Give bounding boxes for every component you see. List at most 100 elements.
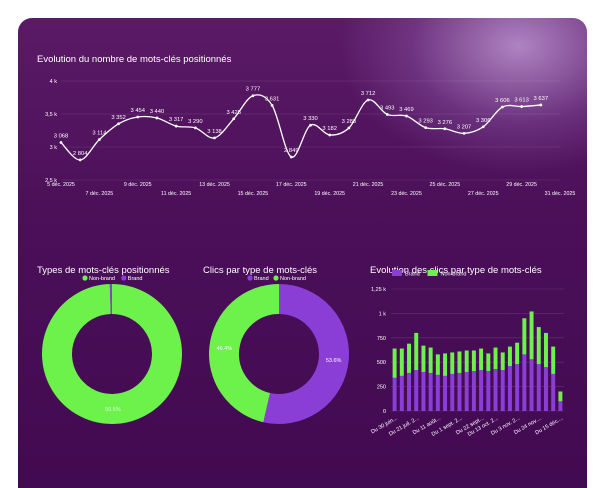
line-data-label: 3 290: [188, 119, 203, 125]
bar-non-brand: [472, 350, 476, 370]
bar-non-brand: [551, 347, 555, 374]
line-point: [347, 127, 350, 130]
line-x-tick: 23 déc. 2025: [391, 191, 422, 197]
bar-brand: [400, 376, 404, 411]
legend-label: Brand: [128, 276, 143, 282]
line-point: [98, 138, 101, 141]
line-data-label: 3 276: [438, 120, 453, 126]
bar-non-brand: [414, 333, 418, 370]
legend-label: Non-brand: [89, 276, 115, 282]
line-x-tick: 17 déc. 2025: [276, 182, 307, 188]
bar-brand: [537, 364, 541, 411]
line-point: [175, 125, 178, 128]
line-data-label: 3 182: [322, 126, 337, 132]
bar-brand: [450, 374, 454, 411]
bar-non-brand: [457, 351, 461, 372]
line-data-label: 2 849: [284, 148, 299, 154]
bar-non-brand: [558, 391, 562, 401]
bar-non-brand: [508, 347, 512, 367]
bar-non-brand: [522, 318, 526, 354]
line-point: [271, 104, 274, 107]
donut-slice-label: 99.5%: [105, 407, 121, 413]
bar-non-brand: [501, 352, 505, 370]
bar-brand: [522, 354, 526, 411]
donut-slice: [267, 299, 334, 409]
line-x-tick: 11 déc. 2025: [161, 191, 191, 197]
bar-non-brand: [436, 354, 440, 374]
line-y-tick: 4 k: [50, 79, 58, 85]
bar-brand: [530, 359, 534, 411]
bar-non-brand: [400, 349, 404, 376]
line-point: [539, 104, 542, 107]
donut-slice: [57, 299, 167, 409]
line-x-tick: 9 déc. 2025: [124, 182, 152, 188]
bar-non-brand: [486, 353, 490, 371]
bar-legend-swatch: [428, 270, 438, 276]
bar-non-brand: [515, 343, 519, 364]
bar-brand: [551, 374, 555, 411]
bar-brand: [515, 364, 519, 411]
bar-brand: [508, 366, 512, 411]
bar-brand: [414, 370, 418, 411]
bar-brand: [457, 373, 461, 411]
line-data-label: 3 330: [303, 116, 318, 122]
line-data-label: 3 606: [495, 98, 510, 104]
bar-non-brand: [494, 348, 498, 369]
bar-brand: [544, 367, 548, 411]
line-data-label: 3 114: [92, 130, 107, 136]
line-point: [482, 125, 485, 128]
line-point: [136, 116, 139, 119]
line-point: [424, 126, 427, 129]
line-data-label: 3 637: [534, 96, 549, 102]
legend-label: Non-brand: [280, 276, 306, 282]
bar-non-brand: [407, 344, 411, 373]
line-data-label: 3 493: [380, 105, 395, 111]
line-x-tick: 31 déc. 2025: [545, 191, 576, 197]
line-x-tick: 15 déc. 2025: [238, 191, 269, 197]
bar-y-tick: 750: [377, 336, 386, 342]
line-data-label: 3 613: [514, 98, 529, 104]
line-data-label: 3 631: [265, 96, 280, 102]
line-point: [463, 132, 466, 135]
bar-brand: [407, 373, 411, 411]
bar-brand: [421, 372, 425, 411]
line-point: [60, 141, 63, 144]
line-point: [520, 105, 523, 108]
line-point: [79, 159, 82, 162]
line-point: [232, 117, 235, 120]
line-point: [156, 117, 159, 120]
bar-brand: [465, 372, 469, 411]
line-data-label: 3 712: [361, 91, 376, 97]
line-data-label: 3 440: [150, 109, 165, 115]
line-point: [117, 122, 120, 125]
bar-brand: [501, 370, 505, 411]
line-data-label: 3 352: [111, 115, 126, 121]
line-x-tick: 21 déc. 2025: [353, 182, 384, 188]
line-data-label: 3 777: [246, 87, 261, 93]
bar-legend-label: Non-brand: [441, 272, 467, 278]
bar-brand: [436, 375, 440, 411]
line-point: [252, 94, 255, 97]
line-data-label: 3 068: [54, 134, 69, 140]
line-y-tick: 3,5 k: [45, 112, 57, 118]
line-data-label: 3 138: [207, 129, 222, 135]
bar-y-tick: 0: [383, 409, 386, 415]
bar-non-brand: [421, 346, 425, 372]
line-data-label: 3 428: [226, 110, 241, 116]
bar-non-brand: [443, 353, 447, 375]
line-x-tick: 7 déc. 2025: [86, 191, 114, 197]
line-point: [501, 106, 504, 109]
bar-brand: [443, 376, 447, 411]
donut-slice-label: 46.4%: [217, 346, 233, 352]
bar-non-brand: [537, 327, 541, 364]
bar-non-brand: [450, 352, 454, 373]
line-point: [443, 127, 446, 130]
bar-non-brand: [530, 311, 534, 359]
bar-brand: [472, 371, 476, 411]
bar-y-tick: 1 k: [379, 311, 387, 317]
line-point: [405, 115, 408, 118]
bar-y-tick: 500: [377, 360, 386, 366]
line-x-tick: 25 déc. 2025: [430, 182, 461, 188]
bar-brand: [393, 378, 397, 411]
